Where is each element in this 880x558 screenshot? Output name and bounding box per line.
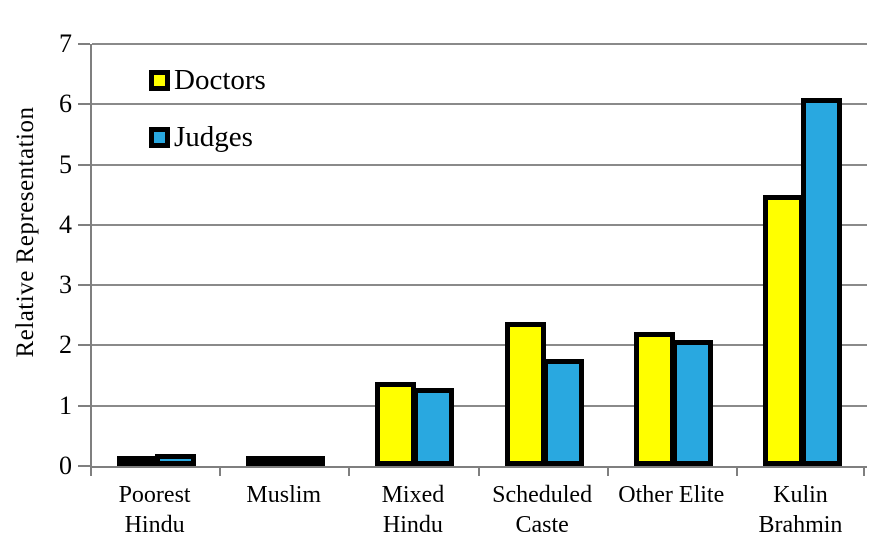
x-tick-mark-3: [478, 466, 480, 476]
y-tick-mark-5: [78, 163, 90, 166]
bar-group-1: [221, 44, 350, 466]
legend-label-doctors: Doctors: [174, 64, 266, 96]
bar-judges-1: [284, 456, 326, 466]
y-tick-mark-6: [78, 103, 90, 106]
bar-group-3: [480, 44, 609, 466]
bar-group-5: [738, 44, 867, 466]
x-category-label-0: Poorest Hindu: [118, 482, 191, 539]
y-tick-mark-2: [78, 344, 90, 347]
bar-group-4: [609, 44, 738, 466]
y-tick-mark-3: [78, 284, 90, 287]
x-category-label-2: Mixed Hindu: [381, 482, 445, 539]
legend-item-judges: Judges: [149, 123, 266, 152]
gridline-7: [92, 43, 867, 45]
x-category-label-4: Other Elite: [618, 482, 725, 508]
x-category-label-1: Muslim: [246, 482, 322, 508]
y-tick-mark-7: [78, 43, 90, 45]
y-tick-label-3: 3: [59, 270, 72, 300]
y-tick-mark-0: [78, 465, 90, 467]
bar-judges-5: [800, 98, 842, 466]
bar-doctors-0: [117, 456, 159, 466]
x-category-label-3: Scheduled Caste: [492, 482, 593, 539]
bar-groups: [92, 44, 867, 466]
x-axis-tick-marks: [90, 466, 865, 476]
gridline-2: [92, 344, 867, 347]
bar-doctors-3: [504, 322, 546, 466]
x-tick-mark-6: [863, 466, 865, 476]
bar-judges-0: [155, 454, 197, 466]
x-category-label-5: Kulin Brahmin: [758, 482, 843, 539]
bar-group-2: [350, 44, 479, 466]
x-tick-mark-4: [607, 466, 609, 476]
gridline-1: [92, 404, 867, 407]
y-tick-mark-4: [78, 223, 90, 226]
x-tick-mark-1: [219, 466, 221, 476]
x-tick-mark-2: [348, 466, 350, 476]
y-tick-label-2: 2: [59, 330, 72, 360]
legend-label-judges: Judges: [174, 121, 253, 153]
bar-doctors-4: [633, 332, 675, 466]
judges-swatch-icon: [149, 127, 170, 148]
y-tick-label-1: 1: [59, 390, 72, 420]
x-axis-category-labels: Poorest Hindu Muslim Mixed Hindu Scheduled …: [90, 480, 865, 540]
y-axis-tick-labels: 0 1 2 3 4 5 6 7: [34, 31, 72, 479]
y-tick-label-7: 7: [59, 29, 72, 58]
x-tick-mark-5: [736, 466, 738, 476]
legend: Doctors Judges: [149, 66, 266, 180]
gridline-6: [92, 103, 867, 106]
x-tick-mark-0: [90, 466, 92, 476]
doctors-swatch-icon: [149, 70, 170, 91]
bar-doctors-2: [375, 382, 417, 466]
bar-judges-2: [413, 388, 455, 466]
y-tick-label-0: 0: [59, 451, 72, 480]
bar-doctors-1: [246, 456, 288, 466]
gridline-4: [92, 223, 867, 226]
y-tick-mark-1: [78, 404, 90, 407]
bar-group-0: [92, 44, 221, 466]
y-tick-label-6: 6: [59, 89, 72, 119]
bar-judges-3: [542, 359, 584, 466]
bar-judges-4: [671, 340, 713, 466]
y-axis-tick-marks: [78, 43, 90, 467]
bar-doctors-5: [762, 195, 804, 466]
gridline-3: [92, 284, 867, 287]
y-tick-label-5: 5: [59, 149, 72, 179]
legend-item-doctors: Doctors: [149, 66, 266, 95]
y-tick-label-4: 4: [59, 209, 72, 239]
gridline-5: [92, 163, 867, 166]
plot-area: [90, 43, 867, 468]
